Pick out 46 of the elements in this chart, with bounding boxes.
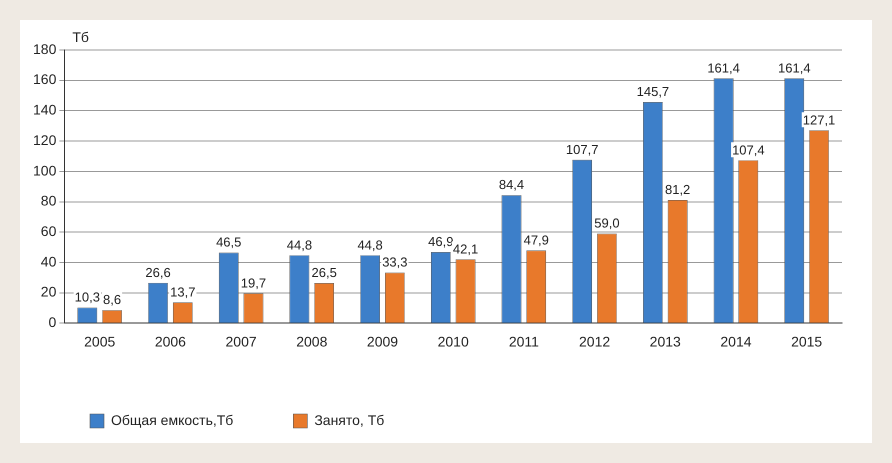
- data-label: 47,9: [524, 232, 549, 248]
- data-label: 127,1: [802, 112, 836, 128]
- x-tick-label: 2014: [720, 333, 752, 350]
- data-label: 13,7: [170, 284, 196, 300]
- x-tick-label: 2012: [578, 333, 610, 350]
- x-tick-label: 2009: [366, 333, 398, 350]
- data-label: 26,6: [145, 264, 171, 280]
- y-tick-label: 80: [40, 192, 57, 209]
- x-tick-label: 2015: [791, 333, 822, 350]
- x-tick-label: 2005: [84, 333, 116, 350]
- data-label: 84,4: [498, 177, 524, 192]
- legend-label: Занято, Тб: [314, 412, 384, 428]
- y-tick-label: 160: [33, 71, 57, 88]
- x-tick-label: 2008: [296, 333, 328, 350]
- x-tick-label: 2013: [650, 333, 682, 350]
- data-label: 44,8: [286, 237, 312, 252]
- y-tick-label: 20: [40, 284, 57, 300]
- x-tick-label: 2010: [438, 333, 469, 350]
- y-tick-label: 120: [33, 132, 57, 148]
- data-label: 46,5: [216, 234, 242, 250]
- y-tick-label: 140: [33, 102, 57, 118]
- data-label: 145,7: [636, 84, 670, 100]
- y-tick-label: 40: [40, 253, 57, 270]
- data-label: 44,8: [357, 237, 383, 252]
- y-tick-label: 0: [48, 314, 57, 330]
- data-label: 161,4: [707, 60, 740, 76]
- data-label: 81,2: [664, 182, 690, 198]
- data-label: 8,6: [103, 292, 122, 308]
- y-tick-label: 180: [33, 40, 57, 57]
- y-tick-label: 100: [33, 162, 57, 178]
- data-label: 42,1: [452, 241, 478, 256]
- y-tick-label: 60: [40, 222, 57, 239]
- data-label: 33,3: [382, 254, 408, 270]
- data-label: 46,9: [428, 234, 454, 250]
- data-label: 26,5: [312, 265, 337, 280]
- data-label: 107,7: [566, 142, 598, 157]
- x-tick-label: 2007: [226, 333, 257, 350]
- data-label: 10,3: [74, 290, 100, 305]
- x-tick-label: 2011: [508, 333, 540, 350]
- legend-label: Общая емкость,Тб: [111, 412, 234, 428]
- y-axis-title: Тб: [72, 28, 89, 45]
- data-label: 59,0: [594, 216, 620, 231]
- data-label: 107,4: [732, 142, 765, 158]
- x-tick-label: 2006: [154, 333, 186, 350]
- data-label: 161,4: [778, 60, 811, 76]
- data-label: 19,7: [240, 275, 266, 290]
